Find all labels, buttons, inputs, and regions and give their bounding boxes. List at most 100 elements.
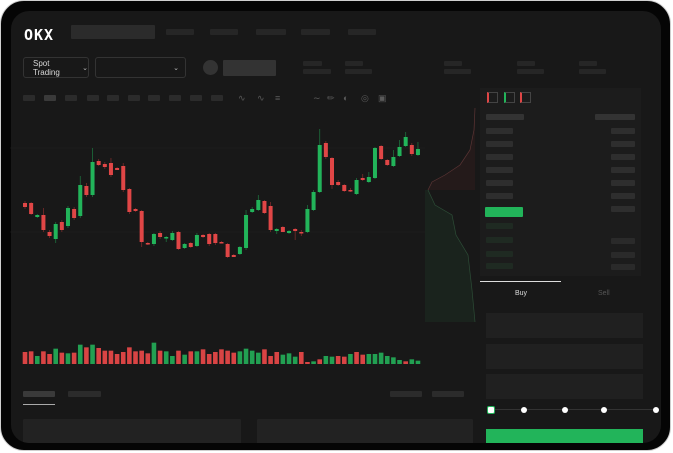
volume-bar	[329, 356, 335, 364]
pencil-icon[interactable]: ✏	[327, 93, 335, 103]
timeframe-button[interactable]	[169, 95, 181, 101]
candle	[90, 162, 95, 195]
bottom-action[interactable]	[390, 391, 422, 397]
stat-label	[444, 61, 462, 66]
stat-label	[517, 61, 535, 66]
slider-handle[interactable]	[487, 406, 495, 414]
ask-price	[486, 167, 513, 173]
slider-step[interactable]	[521, 407, 527, 413]
volume-bar	[145, 353, 151, 364]
buy-tab-underline	[480, 281, 561, 282]
slider-step[interactable]	[562, 407, 568, 413]
volume-bar	[397, 360, 402, 364]
volume-bar	[47, 354, 52, 364]
candle	[280, 227, 285, 232]
slider-step[interactable]	[653, 407, 659, 413]
timeframe-button[interactable]	[148, 95, 160, 101]
timeframe-button[interactable]	[87, 95, 99, 101]
pair-price	[223, 60, 276, 76]
bottom-action[interactable]	[432, 391, 464, 397]
ask-price	[486, 128, 513, 134]
timeframe-button[interactable]	[211, 95, 223, 101]
volume-bar	[151, 342, 157, 364]
volume-bar	[305, 362, 310, 364]
nav-item[interactable]	[348, 29, 376, 35]
timeframe-button[interactable]	[128, 95, 140, 101]
volume-bar	[335, 356, 341, 364]
volume-bar	[22, 352, 28, 364]
buy-button[interactable]	[486, 429, 643, 443]
timeframe-button[interactable]	[44, 95, 56, 101]
stat-value	[444, 69, 471, 74]
candle	[323, 143, 328, 157]
ask-amount	[611, 180, 635, 186]
orderbook-bids-icon[interactable]	[504, 92, 515, 103]
candle	[415, 149, 420, 155]
target-icon[interactable]: ◎	[361, 93, 369, 103]
timeframe-button[interactable]	[107, 95, 119, 101]
indicator-icon[interactable]: ∿	[257, 93, 265, 103]
timeframe-button[interactable]	[23, 95, 35, 101]
slider-step[interactable]	[601, 407, 607, 413]
depth-bids-line	[427, 189, 476, 323]
orderbook-both-icon[interactable]	[487, 92, 498, 103]
volume-bar	[163, 351, 169, 364]
volume-bar	[182, 354, 187, 364]
volume-bar	[409, 359, 415, 364]
slider-track[interactable]	[491, 409, 659, 410]
nav-item[interactable]	[301, 29, 330, 35]
nav-item[interactable]	[210, 29, 238, 35]
volume-bar	[415, 360, 421, 364]
price-input[interactable]	[486, 313, 643, 338]
candle	[250, 209, 255, 212]
volume-bar	[225, 350, 230, 364]
spot-trading-label: Spot Trading	[33, 58, 60, 77]
volume-bar	[299, 352, 304, 364]
okx-logo[interactable]: OKX	[24, 26, 55, 44]
candle	[366, 177, 371, 182]
volume-bar	[262, 349, 267, 364]
nav-item[interactable]	[256, 29, 286, 35]
volume-bar	[114, 354, 120, 364]
pair-selector[interactable]: ⌄	[95, 57, 186, 78]
volume-bar	[200, 349, 206, 364]
fullscreen-icon[interactable]: ▣	[378, 93, 387, 103]
nav-item[interactable]	[166, 29, 194, 35]
candle	[41, 215, 46, 230]
ask-amount	[611, 193, 635, 199]
spot-trading-button[interactable]: Spot Trading ⌄	[23, 57, 89, 78]
bid-amount	[611, 238, 635, 244]
timeframe-button[interactable]	[65, 95, 77, 101]
bottom-tab-history[interactable]	[68, 391, 101, 397]
line-tool-icon[interactable]: ∼	[313, 93, 321, 103]
candle	[213, 234, 218, 243]
candle	[231, 255, 236, 257]
volume-bar	[59, 352, 65, 364]
orderbook-asks-icon[interactable]	[520, 92, 531, 103]
candle-type-icon[interactable]: ≡	[275, 93, 281, 103]
depth-bids-area	[425, 190, 475, 322]
search-bar[interactable]	[71, 25, 155, 39]
candle	[84, 186, 89, 195]
tab-sell[interactable]: Sell	[598, 290, 610, 297]
amount-input[interactable]	[486, 344, 643, 369]
gauge-icon[interactable]: ◐	[343, 93, 349, 103]
timeframe-button[interactable]	[190, 95, 202, 101]
volume-bar	[249, 350, 255, 364]
total-input[interactable]	[486, 374, 643, 399]
volume-bar	[243, 348, 249, 364]
indicator-icon[interactable]: ∿	[238, 93, 246, 103]
candle	[348, 190, 353, 192]
bottom-tab-orders[interactable]	[23, 391, 55, 397]
candle	[207, 234, 212, 244]
bid-price	[486, 223, 513, 229]
volume-bar	[139, 350, 144, 364]
candle	[342, 185, 347, 191]
volume-bar	[157, 350, 163, 364]
candle	[397, 147, 402, 156]
tab-buy[interactable]: Buy	[515, 290, 528, 297]
volume-bar	[188, 351, 194, 364]
depth-asks-line	[427, 107, 476, 191]
